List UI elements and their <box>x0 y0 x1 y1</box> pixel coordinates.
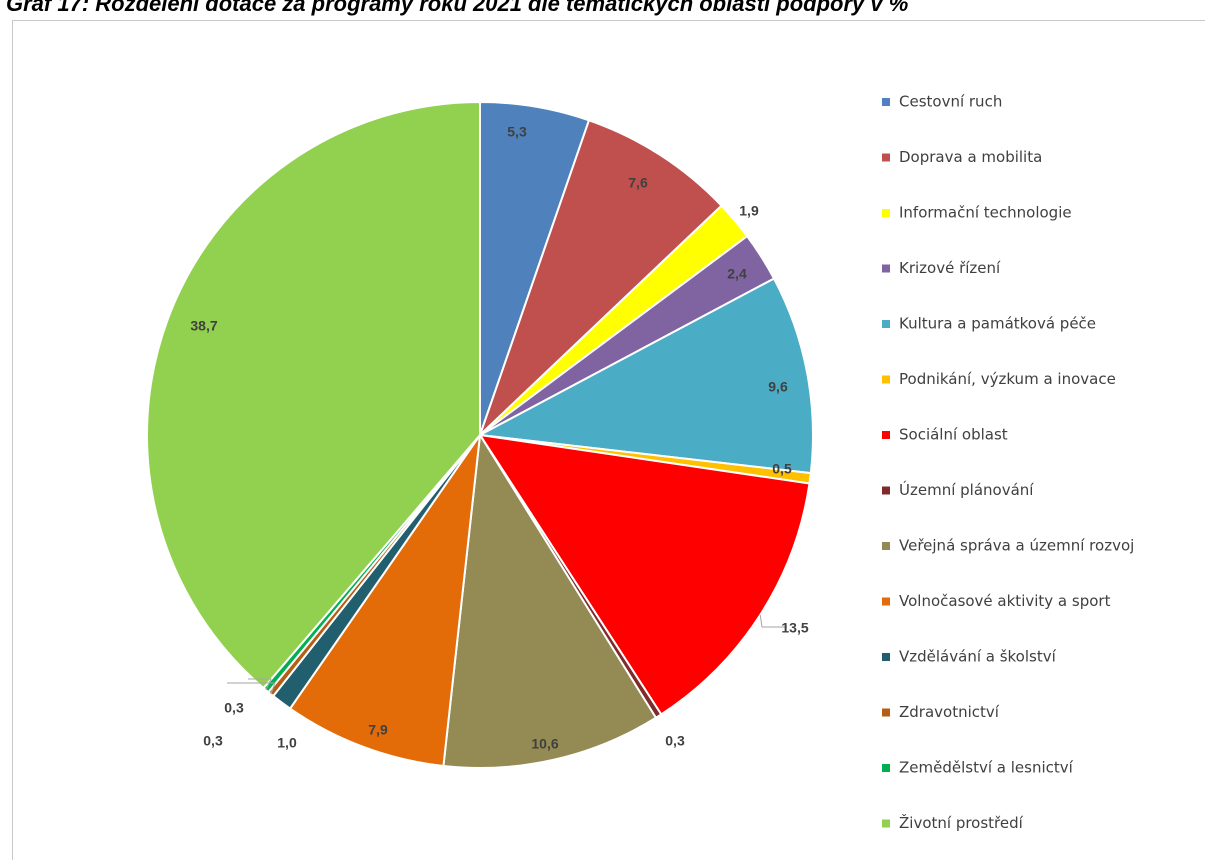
legend-swatch <box>882 708 890 717</box>
legend-item-kultura-a-pamatkova-pece: Kultura a památková péče <box>882 315 1096 333</box>
legend-label: Podnikání, výzkum a inovace <box>899 370 1116 388</box>
chart-title: Graf 17: Rozdělení dotace za programy ro… <box>6 0 909 16</box>
chart-frame <box>12 20 1205 860</box>
pie-slice-volnocasove-aktivity-a-sport <box>289 434 481 767</box>
legend-swatch <box>882 320 890 328</box>
legend-item-zivotni-prostredi: Životní prostředí <box>882 813 1024 832</box>
legend-label: Krizové řízení <box>899 259 1001 277</box>
slice-labels: 5,3 7,6 1,9 2,4 9,6 0,5 13,5 0,3 10,6 7,9 1,0 0,3 0,… <box>190 124 808 752</box>
legend-swatch <box>882 209 890 217</box>
legend-item-uzemni-planovani: Územní plánování <box>882 480 1034 499</box>
legend-swatch <box>882 653 890 661</box>
legend-swatch <box>882 819 890 828</box>
slice-label-cestovni-ruch: 5,3 <box>507 124 527 140</box>
legend-label: Sociální oblast <box>899 426 1008 444</box>
leader-line-socialni-oblast <box>759 614 787 628</box>
legend-label: Územní plánování <box>899 480 1034 499</box>
slice-label-kultura-a-pamatkova-pece: 9,6 <box>768 379 788 395</box>
legend-swatch <box>882 542 890 550</box>
leader-line-zdravotnictvi <box>227 682 276 695</box>
legend-label: Zdravotnictví <box>899 703 1000 721</box>
legend-label: Informační technologie <box>899 204 1072 222</box>
legend-label: Cestovní ruch <box>899 93 1002 111</box>
slice-label-informacni-technologie: 1,9 <box>739 203 759 219</box>
slice-label-zivotni-prostredi: 38,7 <box>190 318 217 334</box>
legend-item-socialni-oblast: Sociální oblast <box>882 426 1008 444</box>
slice-label-socialni-oblast: 13,5 <box>781 620 808 636</box>
legend-swatch <box>882 597 890 606</box>
legend-swatch <box>882 486 890 495</box>
legend-label: Kultura a památková péče <box>899 315 1096 333</box>
legend: Cestovní ruch Doprava a mobilita Informačn… <box>882 93 1134 832</box>
legend-item-zemedelstvi-a-lesnictvi: Zemědělství a lesnictví <box>882 759 1074 777</box>
pie-slice-kultura-a-pamatkova-pece <box>479 277 814 475</box>
slice-label-uzemni-planovani: 0,3 <box>665 733 685 749</box>
legend-label: Životní prostředí <box>899 813 1024 832</box>
legend-item-doprava-a-mobilita: Doprava a mobilita <box>882 148 1042 166</box>
legend-item-krizove-rizeni: Krizové řízení <box>882 259 1001 277</box>
slice-label-vzdelavani-a-skolstvi: 1,0 <box>277 735 297 751</box>
legend-label: Doprava a mobilita <box>899 148 1042 166</box>
slice-label-doprava-a-mobilita: 7,6 <box>628 175 648 191</box>
pie-slice-doprava-a-mobilita <box>479 119 723 436</box>
slice-label-volnocasove-aktivity-a-sport: 7,9 <box>368 722 388 738</box>
legend-item-vzdelavani-a-skolstvi: Vzdělávání a školství <box>882 648 1057 666</box>
legend-item-volnocasove-aktivity-a-sport: Volnočasové aktivity a sport <box>882 592 1111 610</box>
pie-slice-zivotni-prostredi <box>146 101 481 690</box>
legend-item-zdravotnictvi: Zdravotnictví <box>882 703 1000 721</box>
slice-label-podnikani-vyzkum-a-inovace: 0,5 <box>772 461 792 477</box>
legend-swatch <box>882 153 890 162</box>
legend-item-cestovni-ruch: Cestovní ruch <box>882 93 1002 111</box>
slice-label-zemedelstvi-a-lesnictvi: 0,3 <box>224 700 244 716</box>
legend-swatch <box>882 375 890 384</box>
pie-slice-verejna-sprava-a-uzemni-rozvoj <box>442 434 657 769</box>
legend-label: Veřejná správa a územní rozvoj <box>899 537 1134 555</box>
legend-label: Vzdělávání a školství <box>899 648 1057 666</box>
pie-slices <box>146 101 814 769</box>
legend-label: Volnočasové aktivity a sport <box>899 592 1111 610</box>
slice-label-krizove-rizeni: 2,4 <box>727 266 747 282</box>
legend-swatch <box>882 98 890 106</box>
slice-label-verejna-sprava-a-uzemni-rozvoj: 10,6 <box>531 736 558 752</box>
legend-swatch <box>882 264 890 273</box>
slice-label-zdravotnictvi: 0,3 <box>203 733 223 749</box>
legend-swatch <box>882 764 890 772</box>
leader-line-zemedelstvi-a-lesnictvi <box>248 678 272 691</box>
pie-slice-socialni-oblast <box>479 434 811 716</box>
legend-item-podnikani-vyzkum-a-inovace: Podnikání, výzkum a inovace <box>882 370 1116 388</box>
legend-label: Zemědělství a lesnictví <box>899 759 1074 777</box>
legend-swatch <box>882 431 890 439</box>
legend-item-informacni-technologie: Informační technologie <box>882 204 1072 222</box>
legend-item-verejna-sprava-a-uzemni-rozvoj: Veřejná správa a územní rozvoj <box>882 537 1134 555</box>
